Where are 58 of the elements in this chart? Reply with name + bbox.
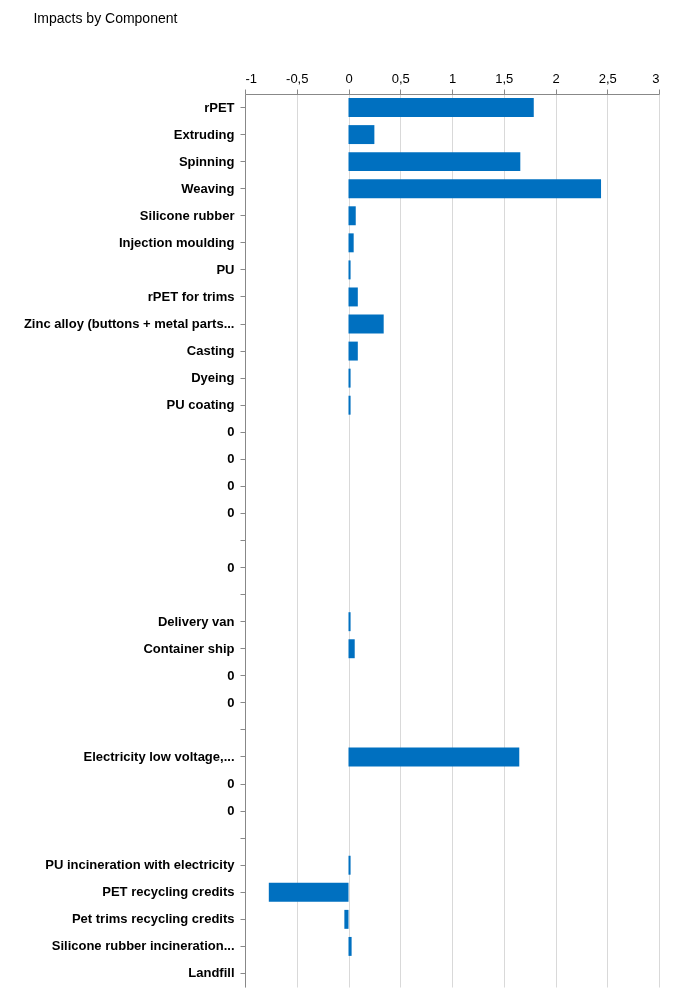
x-tick-label: 3 [652, 70, 660, 86]
y-tick-label: 0 [227, 803, 235, 819]
x-tick-label: 2 [552, 70, 560, 86]
bar [348, 152, 521, 172]
x-tick-label: 1,5 [495, 70, 514, 86]
y-tick-label: Injection moulding [118, 234, 235, 250]
bar [348, 341, 358, 361]
x-tick-label: 0,5 [391, 70, 410, 86]
y-tick-label: Zinc alloy (buttons + metal parts... [23, 316, 235, 332]
y-tick-label: Spinning [178, 153, 235, 169]
x-tick-label: 1 [448, 70, 457, 86]
x-tick-label: 0 [345, 70, 353, 86]
y-tick-label: Container ship [143, 640, 235, 656]
bar [344, 909, 349, 929]
bar [348, 855, 351, 875]
bar [348, 936, 352, 956]
y-tick-label: Dyeing [191, 370, 235, 386]
y-tick-label: PU coating [166, 397, 235, 413]
y-tick-label: Silicone rubber [139, 207, 235, 223]
x-tick-label: 2,5 [598, 70, 617, 86]
y-tick-label: rPET for trims [147, 288, 235, 304]
y-tick-label: 0 [227, 667, 235, 683]
y-tick-label: 0 [227, 451, 235, 467]
y-tick-label: PET recycling credits [102, 884, 235, 900]
bar [348, 233, 354, 253]
bar [348, 98, 534, 117]
bar [348, 314, 384, 334]
x-tick-label: -1 [245, 70, 258, 86]
y-tick-label: 0 [227, 694, 235, 710]
bar [268, 882, 349, 902]
text: Impacts by Component [33, 10, 178, 26]
y-tick-label: Silicone rubber incineration... [51, 938, 235, 954]
y-tick-label: 0 [227, 505, 235, 521]
y-tick-label: 0 [227, 424, 235, 440]
y-tick-label: 0 [227, 559, 235, 575]
y-tick-label: 0 [227, 776, 235, 792]
y-tick-label: Weaving [181, 180, 235, 196]
y-tick-label: PU incineration with electricity [45, 857, 236, 873]
x-tick-label: -0,5 [286, 70, 309, 86]
bar [348, 747, 520, 767]
y-tick-label: 0 [227, 478, 235, 494]
bar [348, 368, 351, 388]
bar [348, 639, 355, 659]
y-tick-label: Electricity low voltage,... [83, 748, 235, 764]
y-tick-label: Landfill [188, 965, 235, 981]
y-tick-label: Casting [186, 343, 235, 359]
bar [348, 206, 356, 226]
y-tick-label: Extruding [173, 126, 235, 142]
bar [348, 125, 375, 145]
y-tick-label: PU [216, 261, 235, 277]
bar [348, 260, 351, 280]
bar [348, 179, 602, 199]
y-tick-label: Delivery van [157, 613, 235, 629]
y-tick-label: rPET [204, 99, 235, 115]
bar [348, 612, 351, 632]
bar [348, 395, 351, 415]
bar [348, 287, 358, 307]
y-tick-label: Pet trims recycling credits [71, 911, 235, 927]
